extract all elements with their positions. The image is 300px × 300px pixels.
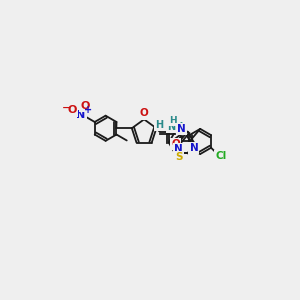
Text: −: − <box>62 103 71 112</box>
Text: O: O <box>80 101 90 111</box>
Text: O: O <box>171 139 180 149</box>
Text: N: N <box>174 144 182 154</box>
Text: N: N <box>177 124 186 134</box>
Text: H: H <box>155 120 163 130</box>
Text: N: N <box>190 143 198 153</box>
Text: N: N <box>76 110 86 120</box>
Text: O: O <box>140 108 148 118</box>
Text: NH: NH <box>167 122 184 132</box>
Text: S: S <box>175 152 182 162</box>
Text: Cl: Cl <box>216 152 227 161</box>
Text: +: + <box>84 105 92 115</box>
Text: O: O <box>68 106 77 116</box>
Text: H: H <box>169 116 176 125</box>
